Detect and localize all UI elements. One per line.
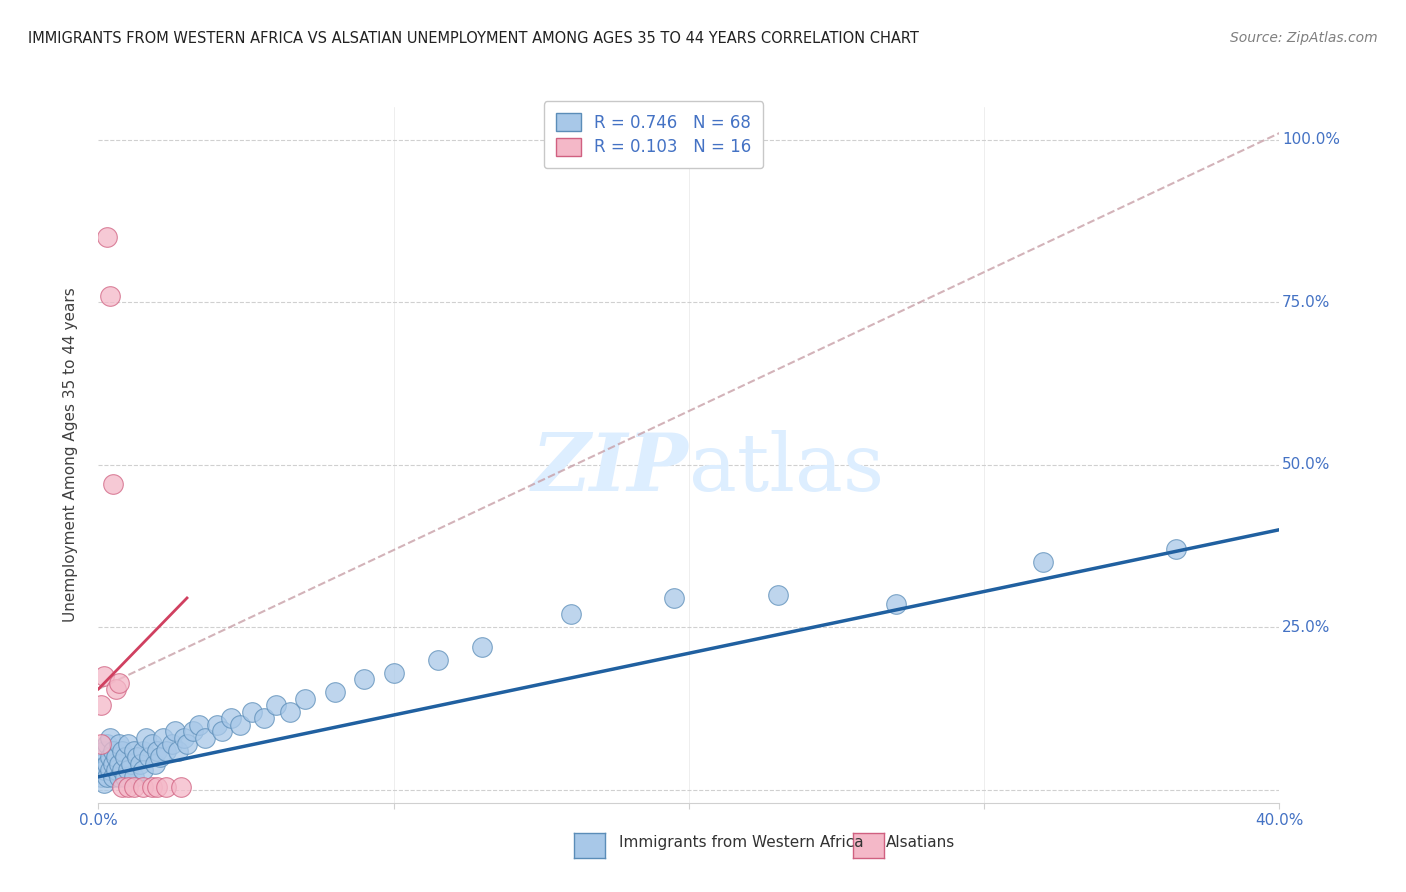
Point [111,764,134,778]
Point [138,750,160,764]
Point [108,756,131,771]
Point [264,698,287,713]
Text: Immigrants from Western Africa: Immigrants from Western Africa [619,836,863,850]
Point [155,780,177,794]
Text: IMMIGRANTS FROM WESTERN AFRICA VS ALSATIAN UNEMPLOYMENT AMONG AGES 35 TO 44 YEAR: IMMIGRANTS FROM WESTERN AFRICA VS ALSATI… [28,31,920,46]
Point [114,770,136,784]
Text: ZIP: ZIP [531,430,689,508]
Point [114,750,136,764]
Point [155,744,177,758]
Point [278,705,302,719]
Point [219,711,242,725]
Text: 50.0%: 50.0% [1282,458,1330,472]
Point [108,675,131,690]
Point [96,770,118,784]
Point [125,750,148,764]
Point [108,737,131,751]
Point [143,756,166,771]
Point [98,764,121,778]
Point [90,770,112,784]
Point [98,731,121,745]
Point [135,731,157,745]
Point [766,588,789,602]
Point [253,711,276,725]
Point [149,750,172,764]
Point [176,737,198,751]
Point [146,780,169,794]
Point [122,770,145,784]
Point [111,744,134,758]
Point [132,744,155,758]
Text: 25.0%: 25.0% [1282,620,1330,635]
Point [93,744,115,758]
Text: atlas: atlas [689,430,884,508]
Point [240,705,263,719]
Point [90,698,112,713]
Point [205,718,228,732]
Point [96,737,118,751]
Point [98,750,121,764]
Point [103,744,125,758]
Point [90,737,112,751]
Point [105,681,128,696]
Point [181,724,204,739]
Point [167,744,190,758]
Point [382,665,405,680]
Point [141,737,163,751]
Point [108,770,131,784]
Point [103,477,125,491]
Point [132,780,155,794]
Point [128,756,150,771]
Point [173,731,195,745]
Point [165,724,187,739]
Point [105,750,128,764]
Point [211,724,233,739]
Point [103,756,125,771]
Point [120,756,142,771]
Point [170,780,193,794]
Point [98,288,121,302]
Point [132,764,155,778]
Point [187,718,209,732]
Legend: R = 0.746   N = 68, R = 0.103   N = 16: R = 0.746 N = 68, R = 0.103 N = 16 [544,102,763,168]
Point [146,744,169,758]
Point [96,756,118,771]
Point [194,731,217,745]
Point [471,640,494,654]
Point [141,780,163,794]
Text: Alsatians: Alsatians [886,836,955,850]
Point [93,764,115,778]
Point [90,756,112,771]
Point [103,770,125,784]
Point [122,780,145,794]
Point [96,230,118,244]
Text: 100.0%: 100.0% [1282,132,1340,147]
Y-axis label: Unemployment Among Ages 35 to 44 years: Unemployment Among Ages 35 to 44 years [63,287,77,623]
Point [117,737,139,751]
Point [93,669,115,683]
Point [323,685,346,699]
Point [884,598,907,612]
Point [105,764,128,778]
Point [294,691,316,706]
Point [560,607,582,622]
Point [111,780,134,794]
Point [427,653,450,667]
Point [1164,542,1187,557]
Text: Source: ZipAtlas.com: Source: ZipAtlas.com [1230,31,1378,45]
Point [152,731,174,745]
Point [122,744,145,758]
Point [117,780,139,794]
Point [664,591,686,605]
Text: 75.0%: 75.0% [1282,294,1330,310]
Point [353,672,375,686]
Point [1032,555,1054,569]
Point [162,737,183,751]
Point [117,764,139,778]
Point [229,718,252,732]
Point [93,776,115,790]
